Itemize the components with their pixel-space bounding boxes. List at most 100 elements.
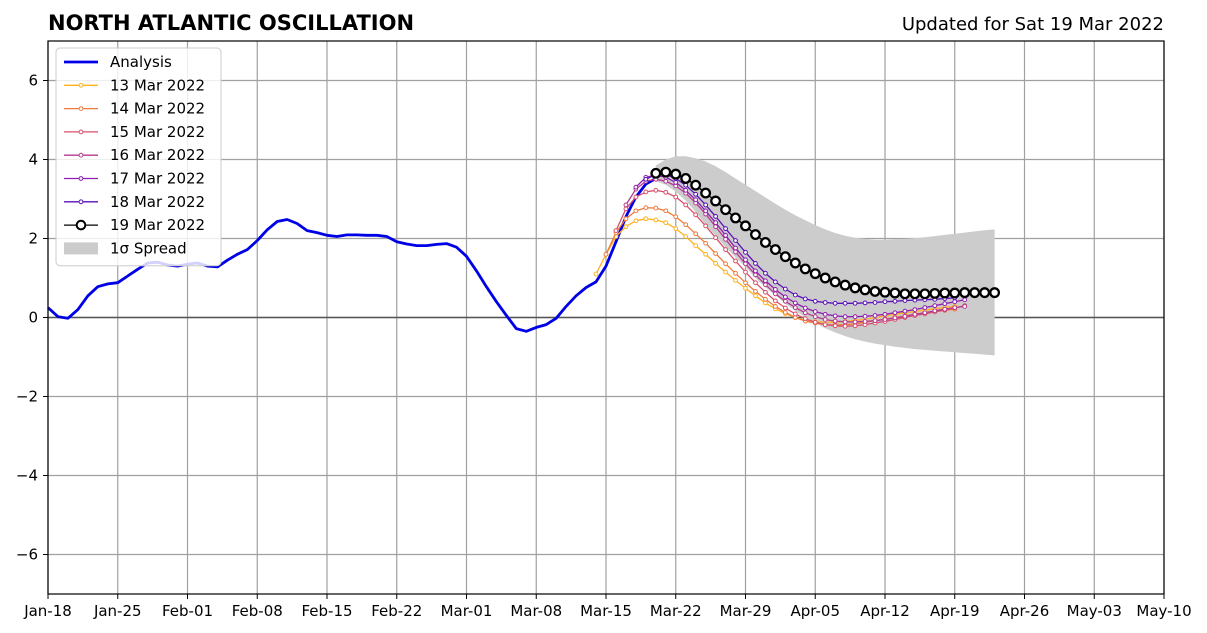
series-point xyxy=(763,278,768,284)
series-point xyxy=(792,305,798,311)
series-point xyxy=(693,243,699,249)
axes: Jan-18 Jan-25 Feb-01 Feb-08 Feb-15 Feb-22 Mar-… xyxy=(16,40,1192,620)
series-point xyxy=(789,257,801,269)
series-point xyxy=(832,318,838,324)
series-point xyxy=(700,187,712,199)
legend-entry: Analysis xyxy=(64,53,172,71)
series-point xyxy=(763,289,768,295)
series-point xyxy=(703,223,709,229)
series-point xyxy=(670,168,682,180)
series-point xyxy=(743,249,748,255)
series-point xyxy=(989,287,1001,299)
series-point xyxy=(733,258,738,264)
series-point xyxy=(842,300,848,306)
series-point xyxy=(869,285,881,297)
series-point xyxy=(703,208,709,214)
series-point xyxy=(862,319,868,324)
series-point xyxy=(809,268,821,280)
series-point xyxy=(822,322,828,328)
y-tick-label: −4 xyxy=(16,467,38,485)
series-point xyxy=(743,261,748,267)
series-point xyxy=(929,287,941,299)
series-point xyxy=(949,287,961,299)
series-point xyxy=(763,282,768,288)
series-17-mar-2022 xyxy=(633,172,968,320)
series-point xyxy=(663,220,669,226)
series-point xyxy=(713,251,719,256)
legend-swatch xyxy=(64,242,98,255)
series-point xyxy=(633,184,639,190)
series-point xyxy=(899,288,911,300)
legend-marker xyxy=(78,82,84,88)
series-point xyxy=(693,212,699,218)
series-point xyxy=(839,279,851,291)
series-point xyxy=(849,282,861,294)
series-point xyxy=(819,272,831,284)
series-point xyxy=(673,226,679,232)
series-point xyxy=(909,288,921,300)
legend-label: 1σ Spread xyxy=(110,239,187,257)
series-point xyxy=(779,251,791,263)
series-point xyxy=(753,289,758,294)
series-point xyxy=(792,300,798,306)
series-point xyxy=(782,294,788,300)
series-point xyxy=(683,187,689,193)
series-point xyxy=(862,313,868,319)
spread-band xyxy=(655,156,995,356)
x-tick-label: May-10 xyxy=(1136,602,1191,620)
x-tick-label: Mar-01 xyxy=(441,602,493,620)
series-point xyxy=(892,298,898,304)
series-point xyxy=(942,301,948,307)
series-point xyxy=(912,307,918,313)
series-point xyxy=(733,270,738,276)
series-point xyxy=(772,304,778,309)
series-point xyxy=(633,218,639,224)
series-point xyxy=(623,224,629,230)
series-point xyxy=(683,234,689,239)
series-point xyxy=(922,305,928,311)
series-point xyxy=(643,176,649,182)
series-point xyxy=(753,272,758,278)
series-point xyxy=(693,197,699,203)
series-point xyxy=(633,208,639,214)
series-point xyxy=(693,231,699,237)
series-point xyxy=(952,299,958,305)
y-tick-label: 2 xyxy=(28,230,38,248)
series-line xyxy=(635,174,965,318)
chart-subtitle: Updated for Sat 19 Mar 2022 xyxy=(902,14,1164,35)
series-point xyxy=(743,280,748,286)
series-point xyxy=(663,189,669,195)
x-tick-label: Mar-22 xyxy=(650,602,702,620)
series-point xyxy=(713,260,719,266)
series-point xyxy=(962,297,968,303)
series-point xyxy=(892,310,898,316)
x-tick-label: Feb-01 xyxy=(162,602,213,620)
series-point xyxy=(763,296,768,302)
series-point xyxy=(733,245,738,251)
series-point xyxy=(613,228,619,234)
series-point xyxy=(759,236,771,248)
x-tick-label: Feb-22 xyxy=(371,602,422,620)
series-point xyxy=(623,206,629,212)
series-point xyxy=(753,268,758,274)
series-point xyxy=(673,214,679,220)
series-point xyxy=(753,260,758,266)
series-point xyxy=(713,220,719,226)
legend-label: 14 Mar 2022 xyxy=(110,100,205,118)
series-point xyxy=(740,220,751,232)
series-point xyxy=(962,304,968,309)
series-point xyxy=(852,323,858,329)
x-tick-label: Mar-15 xyxy=(580,602,632,620)
series-point xyxy=(723,247,728,252)
series-point xyxy=(959,287,971,299)
series-point xyxy=(653,217,659,223)
series-point xyxy=(653,187,659,193)
series-point xyxy=(882,317,888,322)
series-point xyxy=(730,212,741,224)
series-point xyxy=(650,167,662,179)
series-point xyxy=(842,314,848,320)
chart-title: NORTH ATLANTIC OSCILLATION xyxy=(48,11,414,35)
y-tick-label: 4 xyxy=(28,151,38,169)
series-point xyxy=(750,229,761,241)
series-point xyxy=(683,222,689,228)
